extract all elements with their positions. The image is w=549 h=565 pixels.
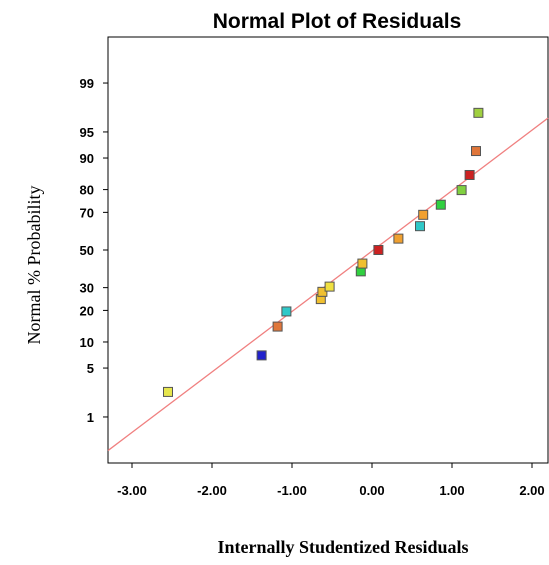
x-tick-label: -1.00: [277, 483, 307, 498]
data-point: [464, 169, 475, 180]
data-point: [272, 321, 283, 332]
x-tick-label: 1.00: [439, 483, 464, 498]
data-point: [163, 386, 173, 397]
y-axis-title: Normal % Probability: [24, 186, 44, 345]
y-tick-label: 1: [87, 410, 94, 425]
data-point: [418, 209, 429, 220]
data-point: [415, 221, 425, 232]
x-axis-ticks: -3.00 -2.00 -1.00 0.00 1.00 2.00: [117, 463, 545, 498]
chart-title: Normal Plot of Residuals: [213, 10, 462, 33]
y-tick-label: 30: [80, 281, 94, 296]
data-point: [256, 350, 267, 361]
data-point: [471, 146, 481, 157]
x-tick-label: -2.00: [197, 483, 227, 498]
data-point: [324, 281, 335, 292]
data-point: [317, 286, 328, 297]
x-tick-label: 2.00: [519, 483, 544, 498]
data-point: [357, 258, 368, 269]
y-axis-ticks: 1 5 10 20 30 50 70 80 90 95 99: [80, 76, 108, 425]
data-point: [473, 107, 484, 118]
y-tick-label: 5: [87, 361, 94, 376]
data-point: [281, 306, 292, 317]
x-axis-title: Internally Studentized Residuals: [217, 537, 468, 557]
plot-frame: [107, 36, 549, 464]
x-tick-label: -3.00: [117, 483, 147, 498]
data-point: [393, 233, 404, 244]
y-tick-label: 90: [80, 151, 94, 166]
y-tick-label: 50: [80, 243, 94, 258]
x-tick-label: 0.00: [359, 483, 384, 498]
y-tick-label: 10: [80, 335, 94, 350]
y-tick-label: 70: [80, 205, 94, 220]
y-tick-label: 95: [80, 125, 94, 140]
data-point: [456, 185, 467, 196]
y-tick-label: 99: [80, 76, 94, 91]
data-points: [163, 107, 484, 397]
y-tick-label: 80: [80, 183, 94, 198]
y-tick-label: 20: [80, 303, 94, 318]
data-point: [373, 245, 384, 255]
data-point: [435, 199, 446, 210]
